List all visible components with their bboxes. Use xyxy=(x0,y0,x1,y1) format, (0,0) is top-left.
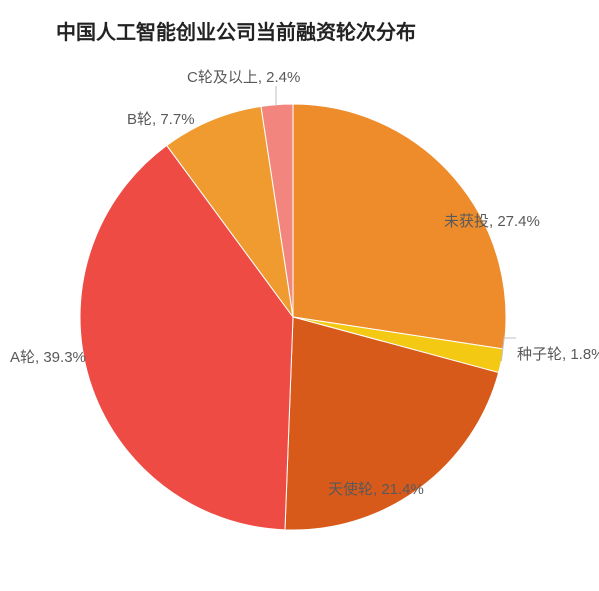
slice-label-A轮: A轮, 39.3% xyxy=(10,346,86,367)
slice-label-B轮: B轮, 7.7% xyxy=(127,108,195,129)
pie-chart xyxy=(0,0,599,591)
slice-label-C轮及以上: C轮及以上, 2.4% xyxy=(187,66,300,87)
slice-label-种子轮: 种子轮, 1.8% xyxy=(517,343,599,364)
slice-label-天使轮: 天使轮, 21.4% xyxy=(328,478,424,499)
slice-label-未获投: 未获投, 27.4% xyxy=(444,210,540,231)
